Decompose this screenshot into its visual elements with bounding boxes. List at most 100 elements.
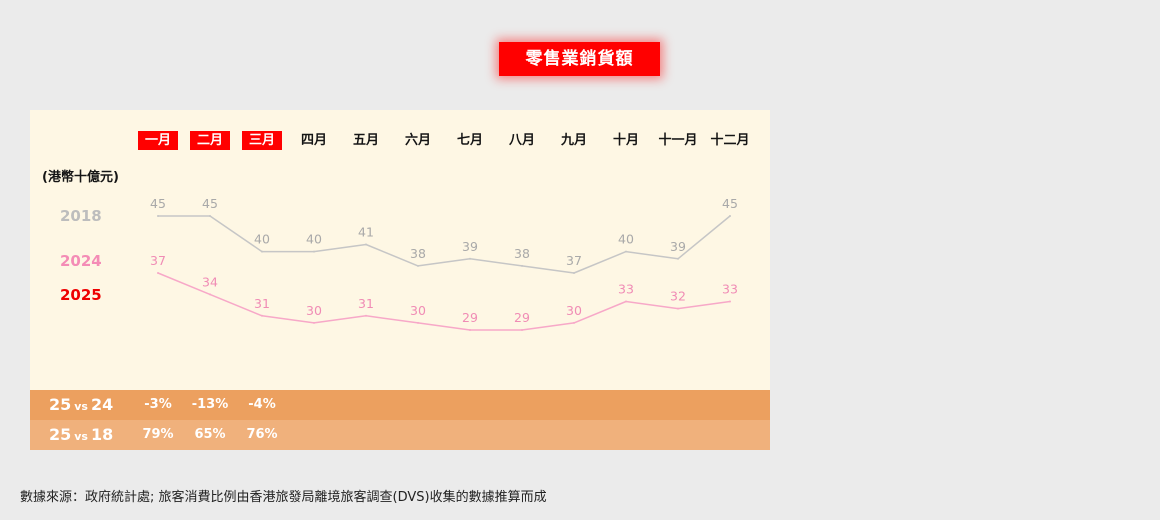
comparison-value: -4% — [248, 397, 276, 412]
line-plot: 45 45 40 40 41 38 39 38 37 40 39 45 37 34 31 30 31 30 29 29… — [150, 196, 738, 331]
x-tick: 八月 — [496, 130, 548, 150]
data-point — [417, 321, 419, 324]
x-tick-label: 四月 — [300, 132, 327, 148]
x-tick: 六月 — [392, 130, 444, 150]
x-tick: 三月 — [236, 130, 288, 150]
x-tick-label: 十二月 — [710, 132, 750, 148]
x-tick: 九月 — [548, 130, 600, 150]
x-tick: 七月 — [444, 130, 496, 150]
data-label: 45 — [150, 196, 166, 211]
data-label: 37 — [566, 253, 582, 268]
data-point — [521, 264, 523, 267]
comparison-row-25-vs-18: 25 vs 18 79% 65% 76% — [30, 420, 770, 450]
comparison-value: 79% — [142, 427, 174, 442]
data-label: 41 — [358, 225, 374, 240]
data-label: 32 — [670, 289, 686, 304]
comparison-vs: vs — [74, 430, 88, 443]
data-point — [157, 215, 159, 217]
data-point — [677, 307, 679, 310]
source-note: 數據來源：政府統計處; 旅客消費比例由香港旅發局離境旅客調查(DVS)收集的數據… — [20, 490, 547, 505]
comparison-value: 65% — [194, 427, 226, 442]
x-tick: 五月 — [340, 130, 392, 150]
x-tick-label: 三月 — [242, 130, 282, 150]
x-tick: 二月 — [184, 130, 236, 150]
comparison-value: -3% — [144, 397, 172, 412]
chart-title: 零售業銷貨額 — [499, 42, 660, 76]
data-point — [469, 329, 471, 331]
x-tick-label: 十月 — [612, 132, 639, 148]
data-label: 30 — [306, 303, 322, 318]
x-tick: 十月 — [600, 130, 652, 150]
data-label: 39 — [462, 239, 478, 254]
data-point — [573, 272, 575, 274]
data-label: 29 — [462, 310, 478, 325]
data-point — [365, 314, 367, 317]
data-point — [261, 250, 263, 253]
comparison-label: 25 vs 24 — [49, 390, 113, 420]
data-label: 33 — [618, 282, 634, 297]
data-point — [313, 321, 315, 324]
data-point — [625, 250, 627, 253]
x-tick-label: 五月 — [352, 132, 379, 148]
comparison-label: 25 vs 18 — [49, 420, 113, 450]
data-point — [521, 329, 523, 331]
data-label: 38 — [410, 246, 426, 261]
x-tick-label: 一月 — [138, 130, 178, 150]
x-tick-label: 八月 — [508, 132, 535, 148]
data-point — [313, 250, 315, 253]
legend-2025: 2025 — [60, 286, 102, 304]
comparison-row-25-vs-24: 25 vs 24 -3% -13% -4% — [30, 390, 770, 420]
comparison-vs: vs — [74, 400, 88, 413]
data-label: 29 — [514, 310, 530, 325]
data-label: 30 — [566, 303, 582, 318]
data-label: 37 — [150, 253, 166, 268]
x-tick-label: 二月 — [190, 130, 230, 150]
month-header-row: 一月 二月 三月 四月 五月 六月 七月 八月 九月 十月 十一月 十二月 — [132, 130, 756, 150]
data-point — [209, 293, 211, 296]
x-tick: 四月 — [288, 130, 340, 150]
data-point — [209, 215, 211, 217]
data-label: 40 — [618, 232, 634, 247]
series-2024: 37 34 31 30 31 30 29 29 30 33 32 33 — [150, 253, 738, 331]
data-point — [729, 300, 731, 303]
data-point — [417, 264, 419, 267]
comparison-values: 79% 65% 76% — [132, 420, 288, 450]
data-label: 33 — [722, 282, 738, 297]
x-tick-label: 十一月 — [658, 132, 698, 148]
data-label: 40 — [254, 232, 270, 247]
legend-2024: 2024 — [60, 252, 102, 270]
x-tick-label: 九月 — [560, 132, 587, 148]
data-point — [365, 243, 367, 246]
data-label: 39 — [670, 239, 686, 254]
data-point — [729, 215, 731, 217]
data-point — [677, 257, 679, 260]
x-tick: 十二月 — [704, 130, 756, 150]
data-point — [625, 300, 627, 303]
data-label: 31 — [358, 296, 374, 311]
comparison-values: -3% -13% -4% — [132, 390, 288, 420]
x-tick-label: 七月 — [456, 132, 483, 148]
data-label: 31 — [254, 296, 270, 311]
data-label: 45 — [722, 196, 738, 211]
comparison-value: -13% — [191, 397, 229, 412]
data-label: 40 — [306, 232, 322, 247]
series-2018: 45 45 40 40 41 38 39 38 37 40 39 45 — [150, 196, 738, 274]
data-point — [573, 321, 575, 324]
series-line-2018 — [158, 215, 731, 274]
comparison-year-a: 25 — [49, 425, 72, 444]
data-label: 30 — [410, 303, 426, 318]
x-tick: 一月 — [132, 130, 184, 150]
series-line-2024 — [157, 272, 731, 331]
x-tick: 十一月 — [652, 130, 704, 150]
comparison-year-b: 24 — [90, 395, 114, 414]
data-point — [157, 272, 159, 274]
comparison-year-a: 25 — [49, 395, 72, 414]
comparison-value: 76% — [246, 427, 278, 442]
data-label: 45 — [202, 196, 218, 211]
y-unit-label: (港幣十億元) — [42, 170, 119, 185]
comparison-year-b: 18 — [90, 425, 114, 444]
data-label: 38 — [514, 246, 530, 261]
x-tick-label: 六月 — [404, 132, 431, 148]
data-point — [469, 257, 471, 260]
data-label: 34 — [202, 274, 218, 289]
